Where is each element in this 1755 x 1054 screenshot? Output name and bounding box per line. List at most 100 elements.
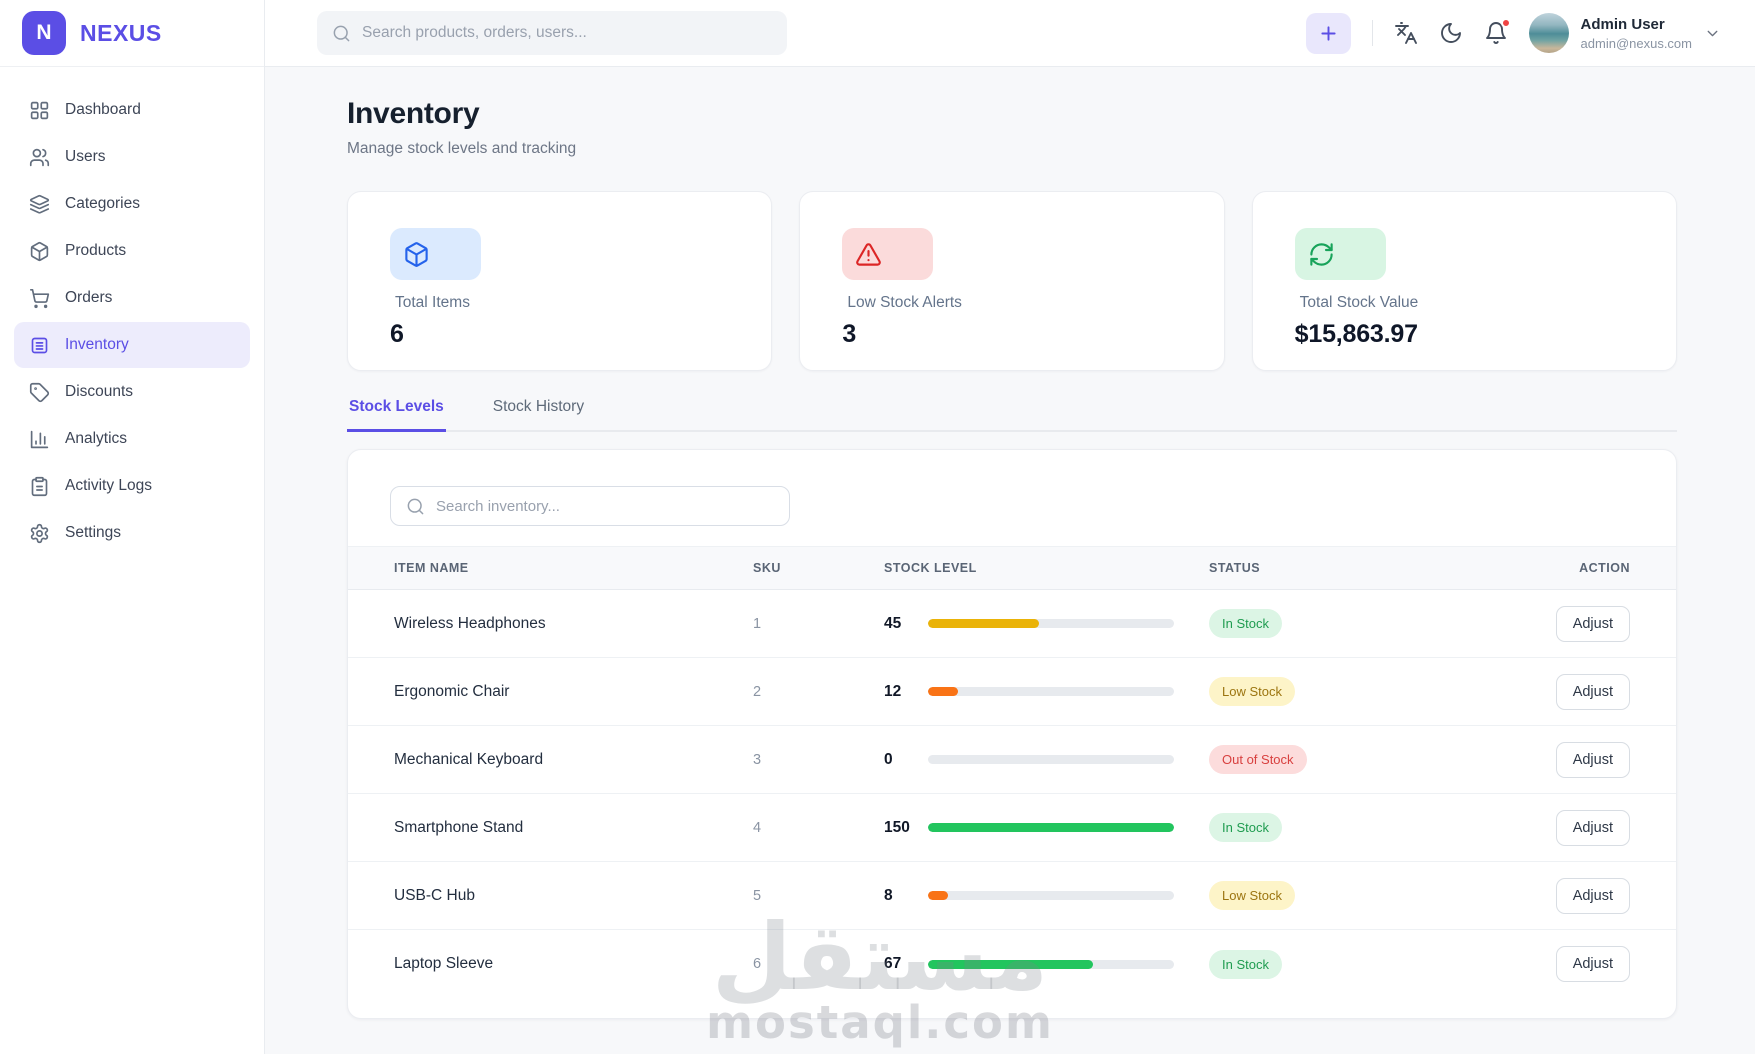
- layers-icon: [29, 194, 50, 215]
- stat-label: Total Items: [395, 294, 470, 311]
- item-sku: 5: [753, 887, 762, 904]
- stock-progress-fill: [928, 823, 1174, 832]
- inventory-panel: ITEM NAME SKU STOCK LEVEL STATUS ACTION Wire…: [347, 449, 1677, 1019]
- tabs: Stock Levels Stock History: [347, 398, 1677, 432]
- topbar: Admin User admin@nexus.com: [265, 0, 1755, 67]
- sidebar-item-orders[interactable]: Orders: [14, 275, 250, 321]
- stock-progress-bar: [928, 619, 1174, 628]
- package-icon-chip: [390, 228, 481, 280]
- global-search[interactable]: [317, 11, 787, 55]
- inventory-search-input[interactable]: [436, 497, 774, 515]
- sidebar-item-categories[interactable]: Categories: [14, 181, 250, 227]
- brand[interactable]: N NEXUS: [0, 0, 264, 67]
- status-badge: In Stock: [1209, 609, 1282, 638]
- sidebar-item-dashboard[interactable]: Dashboard: [14, 87, 250, 133]
- sidebar-item-analytics[interactable]: Analytics: [14, 416, 250, 462]
- table-row: Smartphone Stand 4 150 In Stock Adjust: [348, 794, 1676, 862]
- package-icon: [29, 241, 50, 262]
- status-badge: In Stock: [1209, 813, 1282, 842]
- language-button[interactable]: [1394, 21, 1418, 45]
- tag-icon: [29, 382, 50, 403]
- stock-progress-fill: [928, 891, 948, 900]
- status-badge: Low Stock: [1209, 881, 1295, 910]
- dashboard-icon: [29, 100, 50, 121]
- adjust-button[interactable]: Adjust: [1555, 809, 1630, 846]
- user-email: admin@nexus.com: [1580, 35, 1692, 51]
- item-name: USB-C Hub: [394, 886, 475, 904]
- stock-number: 150: [884, 818, 910, 836]
- item-sku: 6: [753, 956, 762, 972]
- column-header: ITEM NAME: [394, 561, 469, 575]
- stat-value: 6: [390, 320, 404, 348]
- brand-name: NEXUS: [80, 19, 162, 46]
- sidebar-item-discounts[interactable]: Discounts: [14, 369, 250, 415]
- main-area: Admin User admin@nexus.com Inventory Man…: [265, 0, 1755, 1054]
- sidebar-item-activity-logs[interactable]: Activity Logs: [14, 463, 250, 509]
- sidebar-item-settings[interactable]: Settings: [14, 510, 250, 556]
- stock-number: 12: [884, 682, 902, 700]
- clipboard-icon: [29, 476, 50, 497]
- adjust-button[interactable]: Adjust: [1555, 605, 1630, 642]
- inventory-search[interactable]: [390, 486, 790, 526]
- table-header: ITEM NAME SKU STOCK LEVEL STATUS ACTION: [348, 546, 1676, 590]
- stat-card-total-stock-value: Total Stock Value $15,863.97: [1251, 191, 1677, 371]
- stat-value: $15,863.97: [1294, 320, 1418, 348]
- item-sku: 4: [753, 819, 762, 836]
- stat-card-low-stock-alerts: Low Stock Alerts 3: [799, 191, 1225, 371]
- adjust-button[interactable]: Adjust: [1555, 946, 1630, 982]
- item-name: Wireless Headphones: [394, 614, 546, 632]
- cart-icon: [29, 288, 50, 309]
- package-icon: [403, 241, 430, 268]
- stock-progress-bar: [928, 755, 1174, 764]
- item-sku: 2: [753, 683, 762, 700]
- stock-number: 45: [884, 614, 902, 632]
- column-header: STOCK LEVEL: [884, 561, 977, 575]
- sidebar-menu: Dashboard Users Categories Products Orde…: [0, 67, 264, 576]
- alert-icon: [855, 241, 882, 268]
- item-sku: 1: [753, 615, 762, 632]
- item-sku: 3: [753, 751, 762, 768]
- sidebar-item-users[interactable]: Users: [14, 134, 250, 180]
- status-badge: Low Stock: [1209, 677, 1295, 706]
- brand-logo-icon: N: [22, 11, 66, 55]
- alert-icon-chip: [842, 228, 934, 280]
- stat-label: Low Stock Alerts: [847, 294, 962, 311]
- table-body: Wireless Headphones 1 45 In Stock Adjust…: [348, 590, 1676, 998]
- sidebar-item-inventory[interactable]: Inventory: [14, 322, 250, 368]
- content: Inventory Manage stock levels and tracki…: [265, 67, 1755, 1019]
- stock-progress-fill: [928, 619, 1039, 628]
- stock-number: 67: [884, 955, 902, 972]
- refresh-icon-chip: [1294, 228, 1386, 280]
- adjust-button[interactable]: Adjust: [1555, 877, 1630, 914]
- chevron-down-icon: [1704, 25, 1721, 42]
- stock-progress-bar: [928, 687, 1174, 696]
- plus-icon: [1318, 23, 1339, 44]
- table-row: Mechanical Keyboard 3 0 Out of Stock Adj…: [348, 726, 1676, 794]
- topbar-actions: Admin User admin@nexus.com: [1305, 12, 1721, 54]
- page-subtitle: Manage stock levels and tracking: [347, 140, 577, 157]
- page-title: Inventory: [347, 97, 480, 130]
- table-row: USB-C Hub 5 8 Low Stock Adjust: [348, 862, 1676, 930]
- notifications-button[interactable]: [1484, 18, 1511, 45]
- status-badge: Out of Stock: [1209, 745, 1307, 774]
- table-row: Ergonomic Chair 2 12 Low Stock Adjust: [348, 658, 1676, 726]
- global-search-input[interactable]: [362, 24, 772, 42]
- gear-icon: [29, 523, 50, 544]
- column-header: STATUS: [1209, 561, 1261, 575]
- stat-card-total-items: Total Items 6: [347, 191, 773, 371]
- sidebar-item-products[interactable]: Products: [14, 228, 250, 274]
- stock-progress-fill: [928, 687, 958, 696]
- stat-label: Total Stock Value: [1299, 294, 1419, 311]
- tab-stock-history[interactable]: Stock History: [491, 398, 586, 432]
- status-badge: In Stock: [1209, 949, 1282, 979]
- adjust-button[interactable]: Adjust: [1555, 673, 1630, 710]
- chart-icon: [29, 429, 50, 450]
- item-name: Ergonomic Chair: [394, 682, 510, 700]
- add-button[interactable]: [1305, 12, 1351, 54]
- tab-stock-levels[interactable]: Stock Levels: [347, 398, 446, 432]
- dark-mode-toggle[interactable]: [1439, 21, 1463, 45]
- adjust-button[interactable]: Adjust: [1555, 741, 1630, 778]
- moon-icon: [1439, 21, 1463, 45]
- user-menu[interactable]: Admin User admin@nexus.com: [1528, 13, 1721, 53]
